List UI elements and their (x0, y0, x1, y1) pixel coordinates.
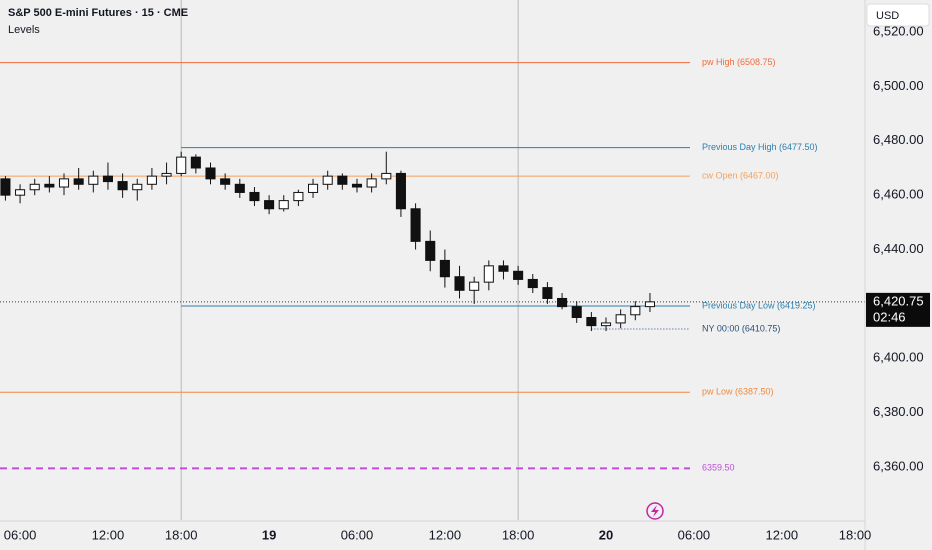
candle-body (176, 156, 187, 174)
candle-body (117, 181, 128, 191)
candle-body (234, 183, 245, 193)
candle-body (615, 314, 626, 324)
candle-body (102, 175, 114, 183)
chart-title: S&P 500 E-mini Futures · 15 · CME (8, 7, 188, 19)
candle-body (600, 322, 612, 327)
last-price-tag (866, 292, 930, 327)
currency-box[interactable] (866, 3, 930, 27)
candle-body (220, 178, 231, 185)
candle-body (644, 301, 655, 308)
candle-body (571, 306, 582, 318)
x-tick-label: 18:00 (839, 527, 872, 542)
last-price-label: 6,420.75 (873, 293, 924, 308)
x-tick-label: 06:00 (4, 527, 37, 542)
x-tick-label: 12:00 (429, 527, 462, 542)
y-tick-label: 6,360.00 (873, 458, 924, 473)
x-tick-label: 20 (599, 527, 613, 542)
candle-body (278, 200, 289, 210)
y-tick-label: 6,500.00 (873, 78, 924, 93)
candle-body (58, 178, 70, 188)
y-tick-label: 6,520.00 (873, 24, 924, 39)
y-tick-label: 6,400.00 (873, 350, 924, 365)
x-tick-label: 06:00 (341, 527, 374, 542)
level-label: 6359.50 (702, 463, 735, 473)
bar-countdown: 02:46 (873, 309, 906, 324)
y-tick-label: 6,460.00 (873, 187, 924, 202)
candle-body (498, 265, 509, 272)
candle-body (161, 172, 172, 177)
icon-bolt[interactable] (651, 505, 659, 517)
x-tick-label: 18:00 (502, 527, 535, 542)
candle-body (366, 178, 377, 188)
x-tick-label: 12:00 (766, 527, 799, 542)
x-tick-label: 12:00 (92, 527, 125, 542)
candle-body (454, 276, 465, 291)
candle-body (630, 306, 641, 316)
candle-body (264, 200, 275, 210)
level-label: cw Open (6467.00) (702, 171, 779, 181)
candle-body (381, 172, 392, 180)
currency[interactable]: USD (876, 10, 899, 22)
plot: pw High (6508.75) Previous Day High (6477… (0, 0, 865, 520)
x-tick-label: 06:00 (678, 527, 711, 542)
candle-body (29, 183, 40, 191)
candle-body (425, 240, 436, 261)
candle-body (395, 172, 406, 210)
candle-body (586, 316, 597, 327)
candle-body (293, 191, 304, 202)
y-tick-label: 6,440.00 (873, 241, 924, 256)
alert-icon[interactable] (646, 502, 664, 520)
candle-body (0, 178, 11, 196)
candle-body (88, 175, 99, 185)
candle-body (146, 175, 157, 185)
y-tick-label: 6,380.00 (873, 404, 924, 419)
candle-body (469, 281, 480, 291)
candle-body (557, 297, 568, 308)
y-tick-label: 6,480.00 (873, 132, 924, 147)
candle-body (483, 265, 494, 283)
indicator-name: Levels (8, 24, 40, 36)
candle-body (44, 183, 55, 188)
candle-body (249, 191, 260, 202)
icon-ring[interactable] (646, 502, 664, 520)
candle-body (307, 183, 319, 193)
candle-body (439, 259, 450, 278)
candle-body (527, 278, 538, 289)
candle-body (132, 183, 143, 191)
candle-body (322, 175, 333, 185)
level-label: NY 00:00 (6410.75) (702, 323, 780, 333)
candle-body (410, 208, 421, 242)
candle-body (73, 178, 84, 185)
level-label: Previous Day Low (6419.25) (702, 300, 816, 310)
candle-body (15, 189, 26, 196)
candle-body (351, 183, 363, 188)
x-tick-label: 18:00 (165, 527, 198, 542)
x-tick-label: 19 (262, 527, 276, 542)
level-label: Previous Day High (6477.50) (702, 142, 818, 152)
level-label: pw Low (6387.50) (702, 387, 774, 397)
candle-body (513, 270, 524, 280)
candle-body (190, 156, 201, 169)
candle-body (205, 167, 216, 180)
candle-body (542, 287, 553, 299)
candle-body (337, 175, 348, 185)
level-label: pw High (6508.75) (702, 57, 776, 67)
